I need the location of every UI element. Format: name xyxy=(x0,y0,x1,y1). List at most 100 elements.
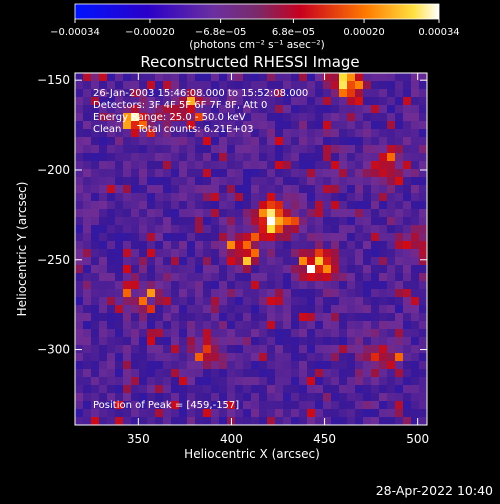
heatmap-cell xyxy=(179,225,188,234)
heatmap-cell xyxy=(291,129,300,138)
heatmap-cell xyxy=(123,73,132,82)
heatmap-cell xyxy=(347,209,356,218)
heatmap-cell xyxy=(323,385,332,394)
heatmap-cell xyxy=(243,281,252,290)
heatmap-cell xyxy=(211,137,220,146)
heatmap-cell xyxy=(371,185,380,194)
heatmap-cell xyxy=(419,233,428,242)
heatmap-cell xyxy=(147,137,156,146)
heatmap-cell xyxy=(291,289,300,298)
heatmap-cell xyxy=(163,137,172,146)
heatmap-cell xyxy=(107,169,116,178)
heatmap-cell xyxy=(91,105,100,114)
heatmap-cell xyxy=(139,313,148,322)
heatmap-cell xyxy=(171,113,180,122)
heatmap-cell xyxy=(283,401,292,410)
heatmap-cell xyxy=(371,393,380,402)
timestamp: 28-Apr-2022 10:40 xyxy=(376,483,493,498)
heatmap-cell xyxy=(403,185,412,194)
heatmap-cell xyxy=(403,361,412,370)
heatmap-cell xyxy=(323,177,332,186)
heatmap-cell xyxy=(419,113,428,122)
heatmap-cell xyxy=(299,121,308,130)
heatmap-cell xyxy=(235,193,244,202)
heatmap-cell xyxy=(251,265,260,274)
heatmap-cell xyxy=(259,313,268,322)
heatmap-cell xyxy=(235,337,244,346)
heatmap-cell xyxy=(395,129,404,138)
heatmap-cell xyxy=(395,153,404,162)
heatmap-cell xyxy=(147,153,156,162)
heatmap-cell xyxy=(339,377,348,386)
heatmap-cell xyxy=(403,329,412,338)
heatmap-cell xyxy=(195,97,204,106)
heatmap-cell xyxy=(275,73,284,82)
heatmap-cell xyxy=(131,401,140,410)
heatmap-cell xyxy=(283,393,292,402)
heatmap-cell xyxy=(187,257,196,266)
heatmap-cell xyxy=(307,393,316,402)
heatmap-cell xyxy=(403,105,412,114)
heatmap-cell xyxy=(107,217,116,226)
colorbar-gradient xyxy=(74,3,440,20)
heatmap-cell xyxy=(83,81,92,90)
heatmap-cell xyxy=(219,129,228,138)
heatmap-cell xyxy=(115,393,124,402)
heatmap-cell xyxy=(323,129,332,138)
heatmap-cell xyxy=(139,185,148,194)
heatmap-cell xyxy=(179,241,188,250)
heatmap-cell xyxy=(243,89,252,98)
heatmap-cell xyxy=(107,73,116,82)
heatmap-cell xyxy=(387,329,396,338)
heatmap-cell xyxy=(379,369,388,378)
heatmap-cell xyxy=(371,313,380,322)
heatmap-cell xyxy=(75,281,84,290)
heatmap-cell xyxy=(115,113,124,122)
heatmap-cell xyxy=(235,89,244,98)
heatmap-cell xyxy=(395,81,404,90)
heatmap-cell xyxy=(387,257,396,266)
heatmap-cell xyxy=(347,201,356,210)
heatmap-cell xyxy=(227,409,236,418)
heatmap-cell xyxy=(411,217,420,226)
heatmap-cell xyxy=(339,121,348,130)
heatmap-cell xyxy=(139,377,148,386)
heatmap-cell xyxy=(131,73,140,82)
heatmap-cell xyxy=(187,193,196,202)
x-tick-label: 350 xyxy=(127,432,150,446)
heatmap-cell xyxy=(315,89,324,98)
heatmap-cell xyxy=(187,169,196,178)
heatmap-cell xyxy=(371,193,380,202)
heatmap-cell xyxy=(275,393,284,402)
heatmap-cell xyxy=(235,249,244,258)
heatmap-cell xyxy=(395,289,404,298)
heatmap-cell xyxy=(331,361,340,370)
heatmap-cell xyxy=(83,145,92,154)
heatmap-cell xyxy=(371,169,380,178)
heatmap-cell xyxy=(387,137,396,146)
heatmap-cell xyxy=(123,153,132,162)
heatmap-cell xyxy=(275,297,284,306)
heatmap-cell xyxy=(403,217,412,226)
heatmap-cell xyxy=(219,393,228,402)
heatmap-cell xyxy=(379,393,388,402)
heatmap-cell xyxy=(123,281,132,290)
heatmap-cell xyxy=(251,105,260,114)
heatmap-cell xyxy=(187,297,196,306)
heatmap-cell xyxy=(235,185,244,194)
heatmap-cell xyxy=(187,361,196,370)
heatmap-cell xyxy=(203,97,212,106)
heatmap-cell xyxy=(123,377,132,386)
heatmap-cell xyxy=(387,225,396,234)
heatmap-cell xyxy=(371,145,380,154)
heatmap-cell xyxy=(147,81,156,90)
heatmap-cell xyxy=(347,249,356,258)
heatmap-cell xyxy=(147,209,156,218)
colorbar-tick-label: −0.00034 xyxy=(50,27,100,38)
heatmap-cell xyxy=(131,97,140,106)
heatmap-cell xyxy=(395,217,404,226)
heatmap-cell xyxy=(123,193,132,202)
heatmap-cell xyxy=(163,417,172,426)
heatmap-cell xyxy=(283,305,292,314)
heatmap-cell xyxy=(347,89,356,98)
